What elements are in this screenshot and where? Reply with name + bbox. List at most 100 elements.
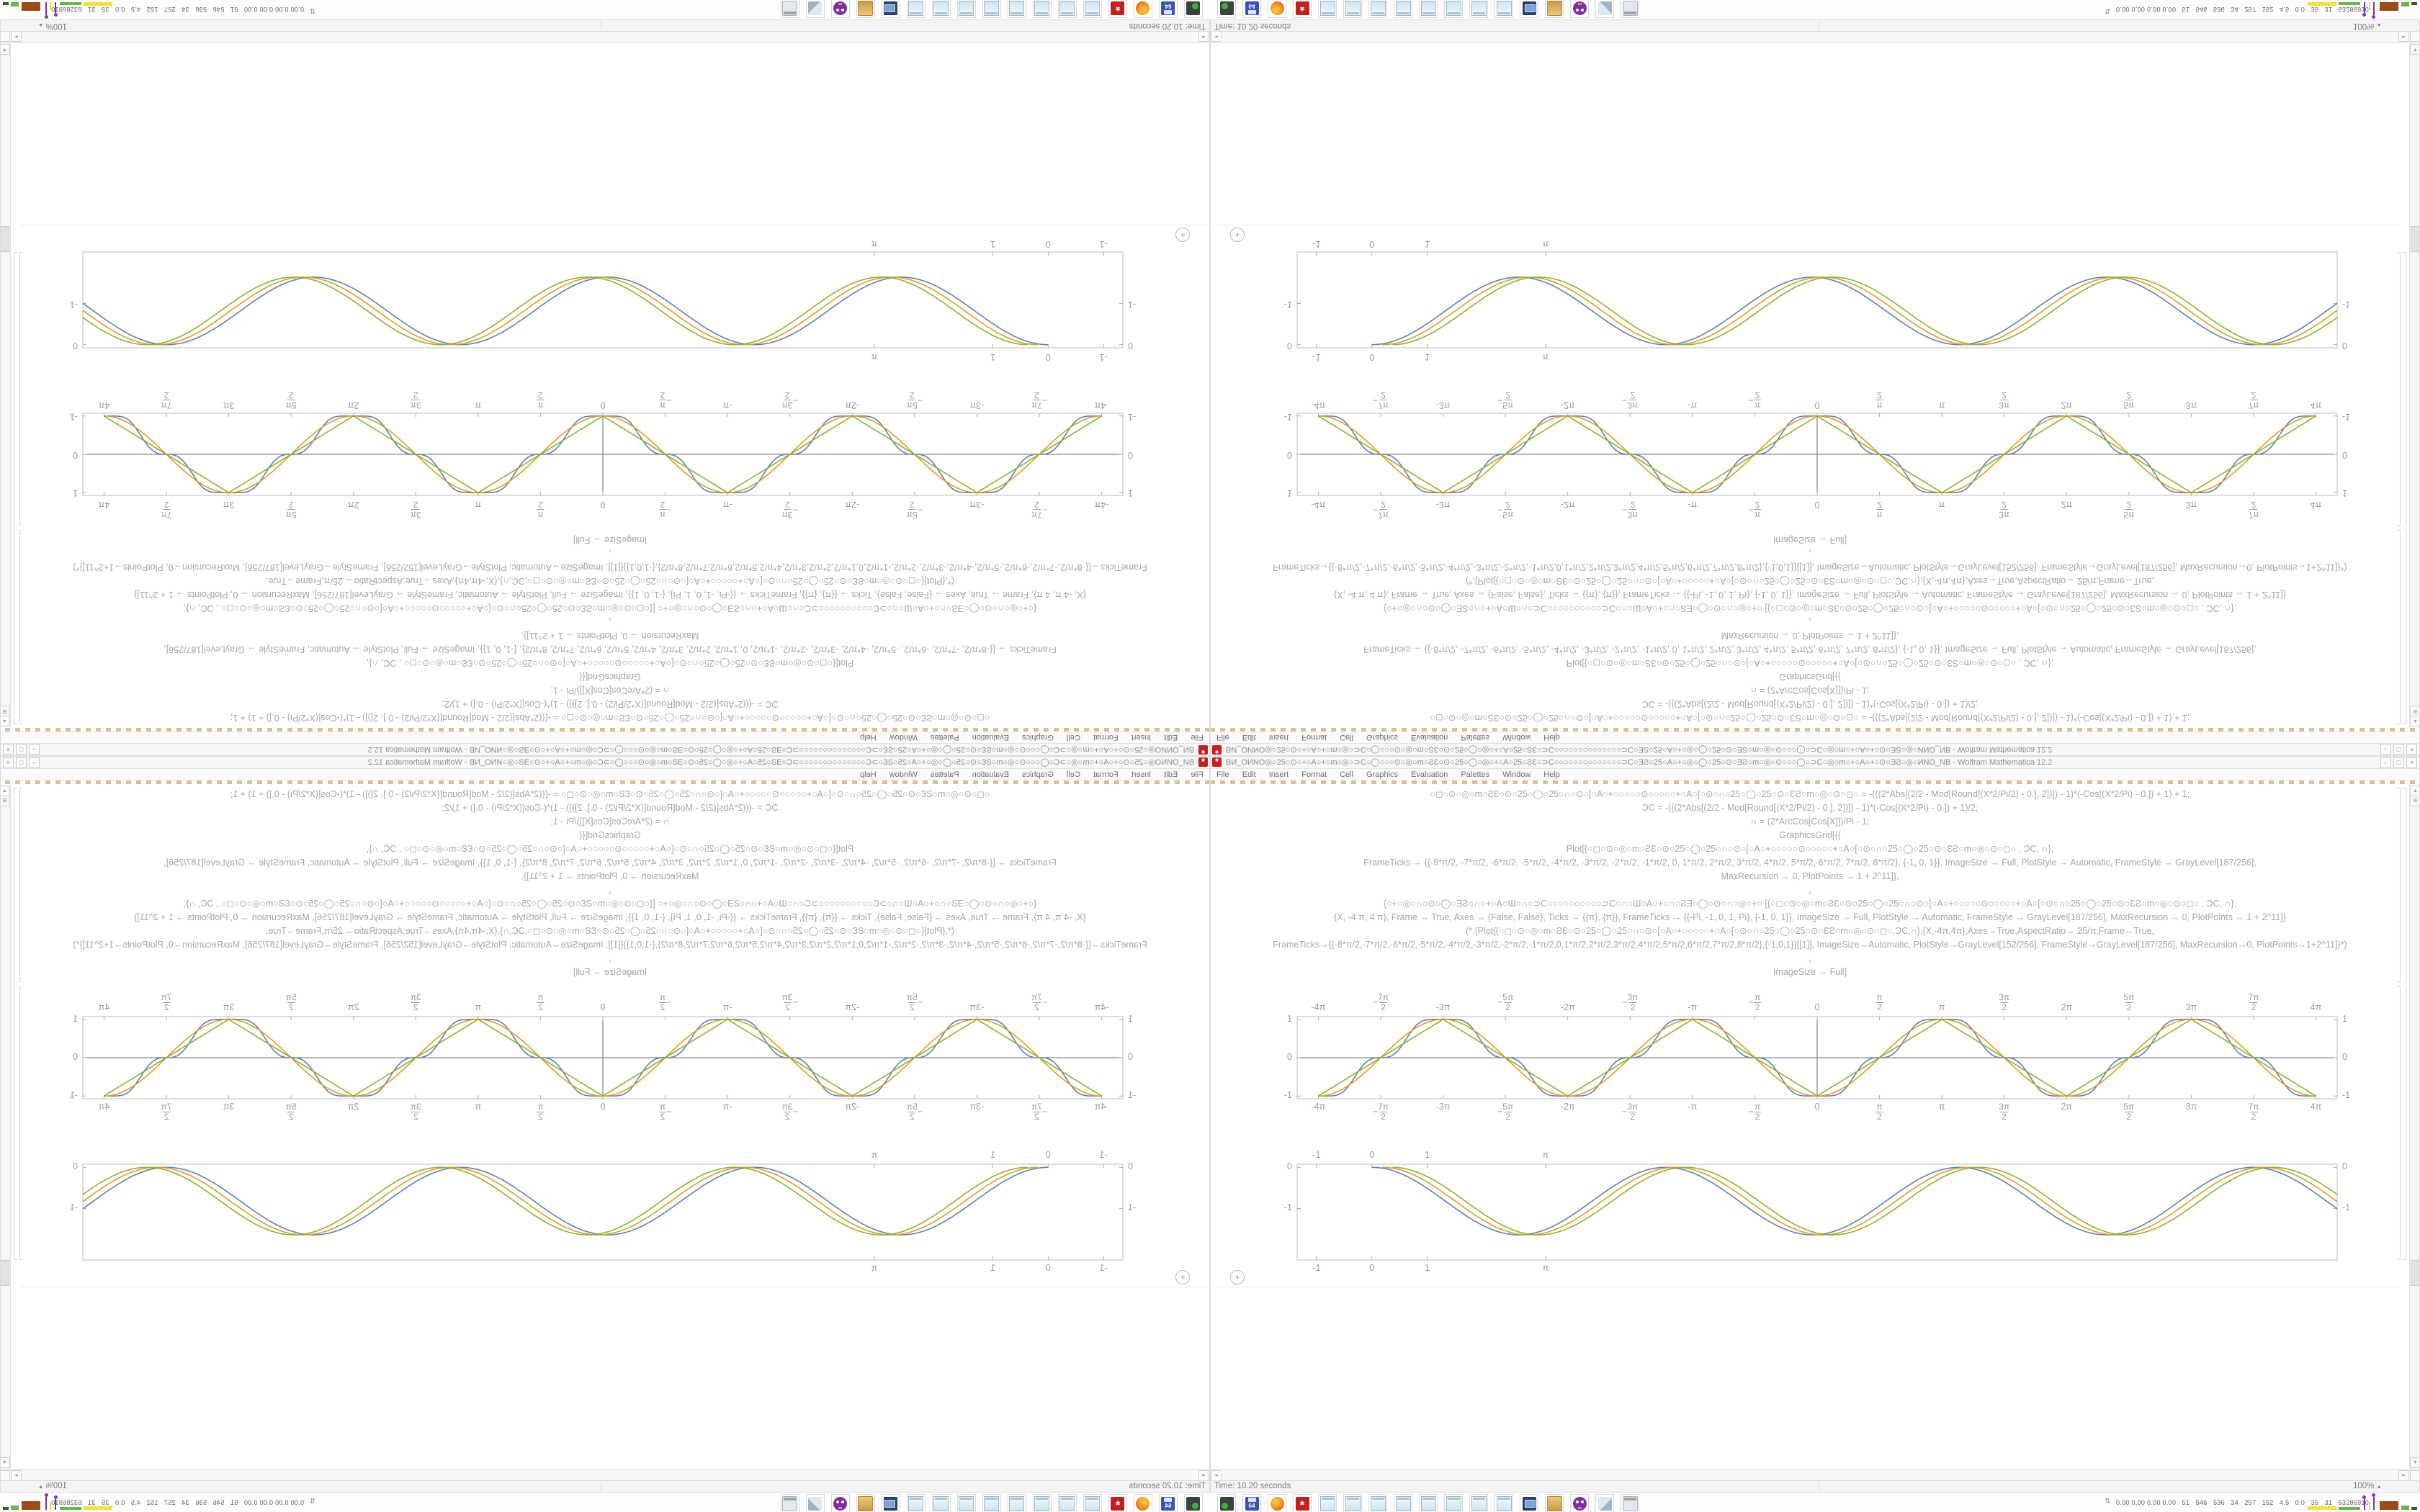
cell-bracket-output[interactable] bbox=[19, 252, 23, 526]
minimize-button[interactable]: – bbox=[2380, 744, 2391, 755]
taskbar-icon-notepad[interactable] bbox=[932, 1494, 951, 1512]
taskbar-icon-mathematica[interactable]: * bbox=[1293, 0, 1312, 18]
code-line-13[interactable]: , bbox=[1809, 953, 1811, 963]
code-line-3[interactable]: ∩ = (2*ArcCos[Cos[X]])/Pi - 1; bbox=[550, 816, 670, 827]
menu-item-evaluation[interactable]: Evaluation bbox=[1411, 733, 1448, 742]
taskbar-icon-window-app[interactable] bbox=[781, 1494, 799, 1512]
menu-item-edit[interactable]: Edit bbox=[1242, 733, 1256, 742]
scroll-down-icon[interactable]: ▾ bbox=[0, 44, 10, 55]
taskbar-icon-print-scroll[interactable] bbox=[1595, 1494, 1614, 1512]
taskbar-icon-mathematica[interactable]: * bbox=[1108, 1494, 1127, 1512]
code-cell[interactable]: ○◻○⊙○◎○m○ƧƐ○⊙○25○◯○25○∩○⊙○[○A○+○○○○○⊙○○○… bbox=[23, 533, 1197, 724]
code-line-8[interactable]: , bbox=[609, 885, 611, 895]
menu-item-help[interactable]: Help bbox=[860, 733, 877, 742]
close-button[interactable]: × bbox=[2406, 757, 2417, 768]
taskbar-icon-notepad[interactable] bbox=[1008, 1494, 1026, 1512]
code-line-14[interactable]: ImageSize → Full] bbox=[573, 535, 647, 545]
code-line-11[interactable]: (*,{Plot[{○◻○⊙○◎○m○ƧƐ○⊙○25○◯○25○∩○⊙○[○A○… bbox=[1465, 926, 2155, 936]
menu-item-evaluation[interactable]: Evaluation bbox=[1411, 770, 1448, 779]
code-line-8[interactable]: , bbox=[1809, 617, 1811, 627]
taskbar-icon-folder[interactable] bbox=[856, 0, 875, 18]
code-line-10[interactable]: {X, -4 π, 4 π}, Frame → True, Axes → {Fa… bbox=[1334, 912, 2286, 922]
maximize-button[interactable]: □ bbox=[16, 757, 27, 768]
scroll-left-icon[interactable]: ◂ bbox=[1198, 1470, 1209, 1481]
menu-item-palettes[interactable]: Palettes bbox=[1461, 770, 1490, 779]
code-line-5[interactable]: Plot[{○◻○⊙○◎○m○ƧƐ○⊙○25○◯○25○∩○⊙○[○A○+○○○… bbox=[366, 844, 854, 854]
taskbar-icon-mathematica[interactable]: * bbox=[1108, 0, 1127, 18]
window-title-bar[interactable]: * ВИ_ОИNO◎○25○⊙○+○A○+○m○◎○⊃C○◯○○○⊙○◎○m○Ƨ… bbox=[1210, 743, 2420, 756]
menu-item-insert[interactable]: Insert bbox=[1131, 770, 1152, 779]
cell-bracket-code[interactable] bbox=[19, 530, 23, 724]
code-line-7[interactable]: MaxRecursion → 0, PlotPoints → 1 + 2^11]… bbox=[1721, 871, 1899, 881]
taskbar-icon-owl-app[interactable] bbox=[831, 1494, 850, 1512]
taskbar-icon-app-dark[interactable] bbox=[1217, 1494, 1236, 1512]
taskbar-icon-notepad[interactable] bbox=[1318, 0, 1337, 18]
taskbar-icon-notepad[interactable] bbox=[1368, 0, 1387, 18]
code-line-1[interactable]: ○◻○⊙○◎○m○ƧƐ○⊙○25○◯○25○∩○⊙○[○A○+○○○○○⊙○○○… bbox=[1430, 713, 2190, 723]
taskbar-icon-notepad[interactable] bbox=[907, 0, 926, 18]
insert-cell-button[interactable]: + bbox=[1230, 1270, 1245, 1284]
cell-bracket-group[interactable] bbox=[14, 252, 17, 724]
menu-item-window[interactable]: Window bbox=[1502, 770, 1531, 779]
code-line-13[interactable]: , bbox=[1809, 549, 1811, 559]
taskbar-icon-notepad[interactable] bbox=[1494, 1494, 1513, 1512]
scroll-down-icon[interactable]: ▾ bbox=[2410, 44, 2420, 55]
taskbar-icon-floppy-64[interactable]: 64 bbox=[1159, 0, 1178, 18]
cell-bracket-output[interactable] bbox=[19, 986, 23, 1260]
menu-item-cell[interactable]: Cell bbox=[1340, 733, 1354, 742]
menu-item-file[interactable]: File bbox=[1216, 770, 1229, 779]
taskbar-icon-firefox[interactable] bbox=[1268, 0, 1286, 18]
taskbar-icon-firefox[interactable] bbox=[1268, 1494, 1286, 1512]
menu-item-window[interactable]: Window bbox=[889, 770, 918, 779]
scroll-page-icon[interactable]: ⊞ bbox=[0, 706, 10, 716]
code-line-11[interactable]: (*,{Plot[{○◻○⊙○◎○m○ƧƐ○⊙○25○◯○25○∩○⊙○[○A○… bbox=[265, 926, 955, 936]
code-line-8[interactable]: , bbox=[1809, 885, 1811, 895]
code-line-8[interactable]: , bbox=[609, 617, 611, 627]
code-line-2[interactable]: ƆC = -(((2*Abs[(2/2 - Mod[Round[(X*2/Pi/… bbox=[1641, 803, 1978, 813]
taskbar-icon-notepad[interactable] bbox=[1343, 1494, 1362, 1512]
menu-item-help[interactable]: Help bbox=[1543, 733, 1560, 742]
menu-item-format[interactable]: Format bbox=[1093, 770, 1119, 779]
code-line-3[interactable]: ∩ = (2*ArcCos[Cos[X]])/Pi - 1; bbox=[550, 685, 670, 696]
horizontal-scrollbar[interactable]: ◂ ▸ bbox=[1210, 1469, 2420, 1481]
close-button[interactable]: × bbox=[3, 757, 14, 768]
code-line-1[interactable]: ○◻○⊙○◎○m○ƧƐ○⊙○25○◯○25○∩○⊙○[○A○+○○○○○⊙○○○… bbox=[1430, 789, 2190, 799]
taskbar-icon-notepad[interactable] bbox=[1368, 1494, 1387, 1512]
code-line-7[interactable]: MaxRecursion → 0, PlotPoints → 1 + 2^11]… bbox=[521, 871, 699, 881]
menu-item-graphics[interactable]: Graphics bbox=[1366, 733, 1399, 742]
insert-cell-button[interactable]: + bbox=[1230, 228, 1245, 242]
code-line-13[interactable]: , bbox=[609, 953, 611, 963]
taskbar-icon-notepad[interactable] bbox=[1083, 0, 1102, 18]
code-line-14[interactable]: ImageSize → Full] bbox=[1773, 535, 1847, 545]
code-line-11[interactable]: (*,{Plot[{○◻○⊙○◎○m○ƧƐ○⊙○25○◯○25○∩○⊙○[○A○… bbox=[265, 576, 955, 586]
code-line-11[interactable]: (*,{Plot[{○◻○⊙○◎○m○ƧƐ○⊙○25○◯○25○∩○⊙○[○A○… bbox=[1465, 576, 2155, 586]
taskbar-icon-notepad[interactable] bbox=[1419, 1494, 1438, 1512]
scroll-right-icon[interactable]: ▸ bbox=[11, 31, 22, 42]
menu-item-file[interactable]: File bbox=[1216, 733, 1229, 742]
vertical-scroll-thumb[interactable] bbox=[2411, 1260, 2420, 1286]
menu-item-format[interactable]: Format bbox=[1093, 733, 1119, 742]
menu-item-file[interactable]: File bbox=[1191, 733, 1204, 742]
taskbar-icon-floppy-64[interactable]: 64 bbox=[1242, 1494, 1261, 1512]
code-line-3[interactable]: ∩ = (2*ArcCos[Cos[X]])/Pi - 1; bbox=[1750, 685, 1870, 696]
taskbar-icon-folder[interactable] bbox=[856, 1494, 875, 1512]
code-line-9[interactable]: {○+○◎○∩○⊙○◯○ƎƧ○∩○+○A○Ɯ○∩○⊃C○○○○○○○○○○⊃C○… bbox=[1383, 603, 2237, 613]
menu-item-window[interactable]: Window bbox=[1502, 733, 1531, 742]
menu-item-insert[interactable]: Insert bbox=[1268, 733, 1289, 742]
taskbar-icon-floppy-64[interactable]: 64 bbox=[1242, 0, 1261, 18]
taskbar-icon-owl-app[interactable] bbox=[1570, 1494, 1589, 1512]
menu-item-cell[interactable]: Cell bbox=[1066, 733, 1080, 742]
magnification-control[interactable]: 100% ▲ bbox=[38, 22, 67, 30]
horizontal-scrollbar[interactable]: ◂ ▸ bbox=[0, 1469, 1210, 1481]
code-line-7[interactable]: MaxRecursion → 0, PlotPoints → 1 + 2^11]… bbox=[521, 631, 699, 641]
menu-item-evaluation[interactable]: Evaluation bbox=[972, 733, 1009, 742]
taskbar-icon-screenshot-tool[interactable] bbox=[882, 0, 900, 18]
magnification-control[interactable]: 100% ▲ bbox=[2353, 22, 2382, 30]
cell-bracket-output[interactable] bbox=[2397, 252, 2401, 526]
vertical-scrollbar[interactable]: ▴ ⊞ ▾ bbox=[2409, 43, 2420, 727]
menu-item-evaluation[interactable]: Evaluation bbox=[972, 770, 1009, 779]
taskbar-icon-notepad[interactable] bbox=[1033, 1494, 1052, 1512]
taskbar-icon-notepad[interactable] bbox=[1469, 0, 1488, 18]
taskbar-icon-notepad[interactable] bbox=[1318, 1494, 1337, 1512]
cell-bracket-group[interactable] bbox=[14, 788, 17, 1260]
